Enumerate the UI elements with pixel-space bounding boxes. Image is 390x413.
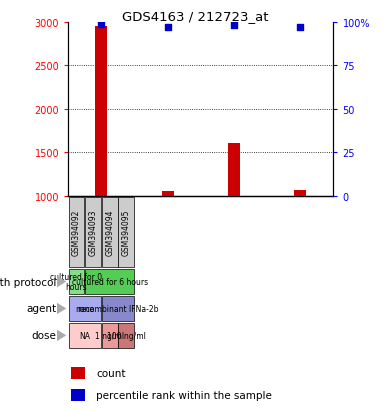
Text: cultured for 0
hours: cultured for 0 hours bbox=[50, 272, 103, 292]
Bar bbox=[294, 191, 306, 196]
Bar bbox=[69, 297, 101, 321]
Point bbox=[297, 25, 303, 31]
Text: GSM394095: GSM394095 bbox=[122, 209, 131, 256]
Text: cultured for 6 hours: cultured for 6 hours bbox=[72, 278, 148, 286]
Text: GSM394093: GSM394093 bbox=[89, 209, 98, 256]
Bar bbox=[69, 270, 85, 294]
Polygon shape bbox=[57, 303, 66, 315]
Point bbox=[231, 23, 237, 29]
Text: GSM394094: GSM394094 bbox=[105, 209, 114, 256]
Polygon shape bbox=[57, 330, 66, 342]
Text: agent: agent bbox=[27, 304, 57, 314]
Bar bbox=[69, 197, 85, 267]
Bar bbox=[102, 297, 134, 321]
Bar bbox=[71, 368, 85, 379]
Bar bbox=[162, 192, 174, 196]
Text: NA: NA bbox=[79, 331, 90, 340]
Text: dose: dose bbox=[32, 330, 57, 341]
Bar bbox=[85, 197, 101, 267]
Bar bbox=[228, 144, 240, 196]
Text: none: none bbox=[75, 304, 94, 313]
Bar bbox=[85, 270, 134, 294]
Text: percentile rank within the sample: percentile rank within the sample bbox=[96, 390, 272, 400]
Text: 1 ng/ml: 1 ng/ml bbox=[95, 331, 124, 340]
Bar bbox=[118, 323, 134, 348]
Text: 100 ng/ml: 100 ng/ml bbox=[107, 331, 146, 340]
Point bbox=[98, 21, 105, 28]
Polygon shape bbox=[57, 276, 66, 288]
Text: count: count bbox=[96, 368, 126, 378]
Text: growth protocol: growth protocol bbox=[0, 277, 57, 287]
Bar bbox=[71, 389, 85, 401]
Bar bbox=[69, 323, 101, 348]
Bar bbox=[102, 323, 118, 348]
Point bbox=[165, 25, 171, 31]
Text: GDS4163 / 212723_at: GDS4163 / 212723_at bbox=[122, 10, 268, 23]
Text: GSM394092: GSM394092 bbox=[72, 209, 81, 256]
Bar bbox=[102, 197, 118, 267]
Text: recombinant IFNa-2b: recombinant IFNa-2b bbox=[78, 304, 158, 313]
Bar bbox=[118, 197, 134, 267]
Bar bbox=[96, 27, 107, 196]
